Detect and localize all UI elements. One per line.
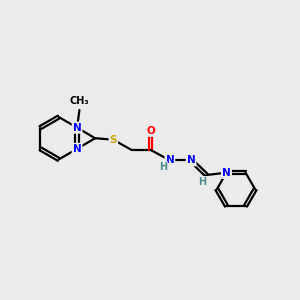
Text: N: N [166, 155, 174, 165]
Text: N: N [187, 155, 196, 165]
Text: CH₃: CH₃ [70, 96, 89, 106]
Text: S: S [110, 135, 117, 145]
Text: H: H [159, 162, 167, 172]
Text: N: N [73, 123, 82, 133]
Text: N: N [73, 144, 82, 154]
Text: N: N [222, 168, 231, 178]
Text: H: H [198, 176, 206, 187]
Text: N: N [222, 168, 231, 178]
Text: O: O [146, 126, 155, 136]
